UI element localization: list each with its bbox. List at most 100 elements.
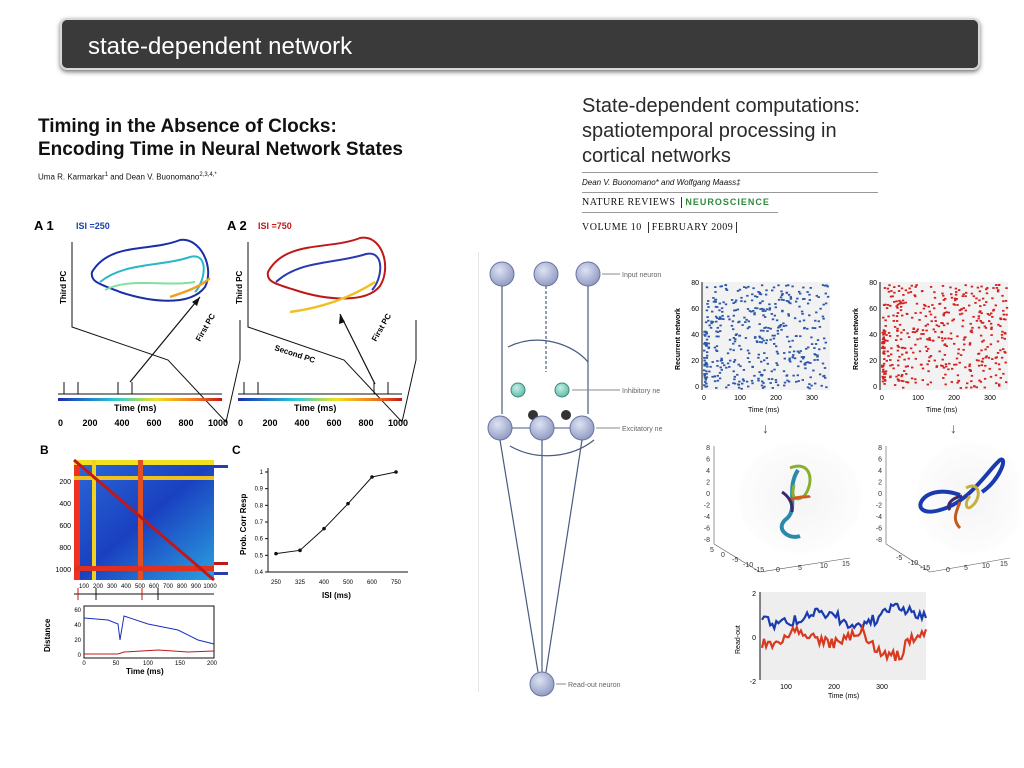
raster-ytick-label: 80 (691, 280, 699, 287)
raster-right-spike (998, 384, 1001, 387)
raster-left-spike (718, 309, 721, 312)
raster-right-spike (982, 369, 985, 372)
raster-right-spike (986, 287, 989, 289)
raster-left-spike (810, 336, 813, 339)
raster-right-spike (911, 331, 915, 333)
raster-left-spike (729, 348, 732, 351)
raster-right-spike (896, 312, 900, 314)
a2-trajectory-yellow (289, 280, 376, 314)
raster-left-spike (762, 382, 765, 384)
raster-ytick-label: 0 (695, 384, 699, 391)
raster-right-spike (956, 374, 960, 377)
raster-right-spike (970, 285, 974, 288)
raster-left-spike (706, 365, 709, 368)
raster-right-spike (957, 352, 960, 355)
raster-right-spike (938, 350, 941, 353)
raster-right-xlabel: Time (ms) (926, 407, 957, 414)
a2-trajectory-red (266, 236, 387, 300)
raster-left-spike (708, 370, 711, 373)
raster-right-spike (980, 285, 983, 288)
raster-left-spike (721, 310, 724, 313)
raster-left-spike (714, 299, 717, 301)
a1-time-ticks: 0 200 400 600 800 1000 (58, 418, 228, 428)
raster-right-spike (980, 321, 983, 324)
raster-left-spike (780, 290, 783, 293)
raster-right-spike (944, 373, 947, 376)
raster-left-spike (709, 365, 712, 368)
raster-left-spike (762, 329, 765, 332)
raster-left-xlabel: Time (ms) (748, 407, 779, 414)
raster-right-spike (983, 304, 986, 306)
raster-right-spike (881, 331, 884, 334)
raster-left-spike (737, 383, 741, 386)
a2-second-pc-label: Second PC (273, 343, 316, 365)
raster-right-spike (954, 293, 958, 296)
raster-right-spike (896, 349, 900, 352)
raster-right-spike (944, 337, 947, 340)
raster-left-spike (753, 313, 756, 316)
raster-left-spike (733, 340, 737, 343)
raster-left-spike (809, 376, 812, 379)
b-xtick-label: 100 (79, 584, 90, 590)
raster-left-spike (710, 320, 713, 323)
raster-left-spike (717, 335, 720, 338)
raster-right-spike (984, 356, 987, 359)
time-tick-label: 800 (358, 418, 373, 428)
raster-right-spike (984, 364, 987, 367)
raster-left-spike (824, 341, 827, 344)
raster-right-spike (994, 374, 998, 377)
a2-axes (247, 242, 417, 424)
raster-right-spike (964, 309, 967, 312)
raster-right-spike (889, 364, 892, 367)
dist-ytick-label: 40 (74, 623, 81, 629)
raster-right-spike (997, 289, 1000, 291)
readout-xtick-label: 100 (780, 684, 792, 691)
raster-left-spike (769, 382, 772, 384)
raster-left-spike (705, 286, 709, 289)
raster-right-spike (981, 297, 985, 300)
raster-left-spike (824, 302, 828, 305)
raster-right-spike (897, 359, 900, 362)
raster-right-spike (996, 352, 1000, 354)
raster-left-spike (707, 335, 710, 338)
raster-left-spike (759, 329, 763, 332)
raster-left-spike (775, 350, 779, 353)
dist-ytick-label: 60 (74, 608, 81, 614)
raster-right-spike (882, 352, 885, 355)
readout-ytick-label: 0 (752, 635, 756, 642)
raster-right-spike (954, 287, 958, 290)
traj-ytick-label: 4 (706, 468, 710, 475)
raster-right-spike (1002, 372, 1005, 375)
raster-left-spike (795, 335, 798, 337)
raster-right-spike (895, 305, 898, 308)
raster-left-spike (716, 306, 719, 308)
raster-right-spike (958, 313, 962, 316)
raster-left-spike (703, 359, 706, 362)
raster-right-spike (947, 337, 950, 340)
raster-left-spike (740, 296, 743, 299)
raster-left-spike (738, 320, 741, 323)
raster-right-spike (978, 299, 981, 302)
raster-left-spike (703, 369, 706, 372)
raster-left-spike (706, 316, 709, 318)
readout-neuron (529, 671, 555, 697)
raster-right-spike (998, 368, 1001, 371)
raster-left-spike (761, 310, 764, 312)
raster-right-spike (974, 302, 977, 304)
raster-right-spike (898, 355, 901, 358)
raster-right-spike (921, 329, 925, 332)
raster-right-ylabel: Recurrent network (853, 308, 860, 370)
raster-left-spike (823, 347, 826, 350)
raster-right-spike (924, 345, 928, 348)
raster-right-spike (942, 313, 945, 316)
raster-right-spike (998, 383, 1001, 386)
raster-right-spike (920, 333, 923, 335)
raster-ytick-label: 0 (873, 384, 877, 391)
raster-right-spike (895, 320, 899, 322)
raster-right-spike (979, 305, 982, 307)
raster-right-spike (899, 338, 903, 341)
raster-right-spike (892, 367, 895, 370)
raster-right-spike (926, 363, 929, 366)
raster-left-spike (785, 300, 789, 302)
